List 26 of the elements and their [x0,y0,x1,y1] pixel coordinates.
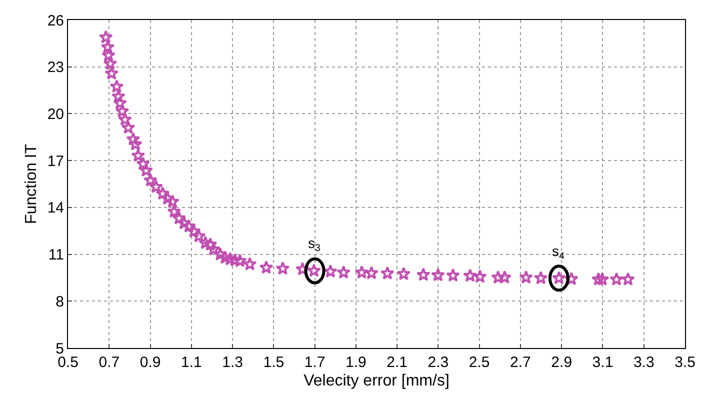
y-axis-title: Function IT [23,144,40,224]
y-tick-label: 26 [47,12,64,30]
x-tick-label: 2.1 [386,354,408,371]
x-tick-label: 3.3 [633,354,654,371]
x-tick-label: 1.9 [346,354,366,371]
x-tick-label: 1.1 [180,354,202,371]
y-tick-label: 20 [47,106,64,123]
y-tick-label: 11 [48,246,64,264]
x-tick-label: 2.9 [551,354,572,371]
annotation: s$_{3}$ [308,235,321,254]
x-axis-title: Velecity error [mm/s] [304,372,450,390]
y-tick-label: 14 [47,200,64,217]
x-tick-label: 2.3 [428,354,449,371]
x-tick-label: 0.7 [98,354,120,371]
x-tick-label: 2.7 [510,354,531,371]
annotation: s$_{4}$ [552,243,565,262]
x-tick-label: 2.5 [468,354,490,371]
y-tick-label: 8 [56,293,64,310]
y-tick-label: 17 [47,152,64,170]
x-tick-label: 1.5 [263,354,284,371]
y-tick-label: 23 [47,59,64,76]
x-tick-label: 1.3 [222,354,243,371]
x-tick-label: 1.7 [304,354,326,371]
x-tick-label: 0.9 [140,354,161,371]
x-tick-label: 3.5 [674,354,696,371]
x-tick-label: 3.1 [592,354,614,371]
